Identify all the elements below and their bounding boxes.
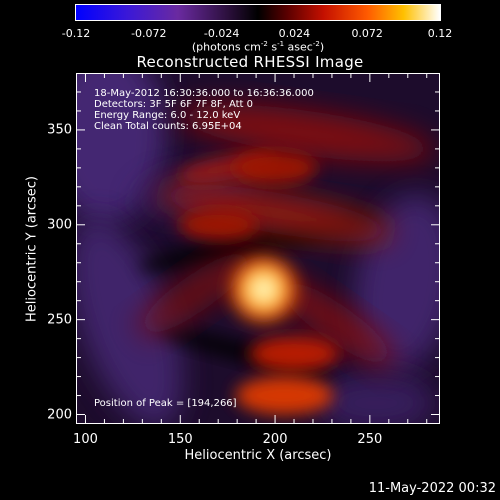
x-tick-label: 250 [357,432,383,447]
chart-title: Reconstructed RHESSI Image [136,53,364,71]
colorbar-tick-label: 0.024 [278,27,311,40]
colorbar-units: (photons cm-2 s-1 asec-2) [191,40,325,54]
positive-arc [177,104,435,162]
positive-arc [137,250,255,336]
y-tick-label: 350 [47,122,72,138]
annotation-detectors: Detectors: 3F 5F 6F 7F 8F, Att 0 [94,99,254,110]
colorbar-tick-label: -0.072 [131,27,167,40]
emission-source [178,209,258,241]
axis-ticks [76,73,440,424]
annotation-time: 18-May-2012 16:30:36.000 to 16:36:36.000 [94,88,314,99]
positive-arc [157,184,395,242]
colorbar-tick-label: -0.12 [61,27,91,40]
emission-source [235,376,334,415]
annotation-peak: Position of Peak = [194,266] [94,398,237,409]
plot-frame [76,73,440,424]
x-tick-label: 200 [262,432,288,447]
peak-source [222,247,306,331]
y-tick-label: 300 [47,217,72,233]
emission-source [233,151,318,185]
y-tick-label: 200 [47,407,72,422]
colorbar-tick-label: 0.072 [351,27,383,40]
x-tick-label: 100 [73,432,98,447]
plot-area [76,73,440,424]
heatmap-layer [76,73,440,424]
colorbar [75,4,441,21]
colorbar-tick-label: 0.12 [427,27,453,40]
annotation-counts: Clean Total counts: 6.95E+04 [94,121,242,132]
negative-lobe [76,73,166,223]
negative-lobe [76,218,183,424]
emission-source [249,336,339,372]
y-tick-label: 250 [47,312,72,328]
x-tick-label: 150 [167,432,193,447]
timestamp-footer: 11-May-2022 00:32 [368,481,496,496]
y-axis-label: Heliocentric Y (arcsec) [24,176,40,322]
negative-lobe [316,373,436,424]
x-axis-label: Heliocentric X (arcsec) [184,448,332,463]
colorbar-tick-label: -0.024 [203,27,240,40]
positive-arc [277,280,395,366]
annotation-energy: Energy Range: 6.0 - 12.0 keV [94,110,241,121]
